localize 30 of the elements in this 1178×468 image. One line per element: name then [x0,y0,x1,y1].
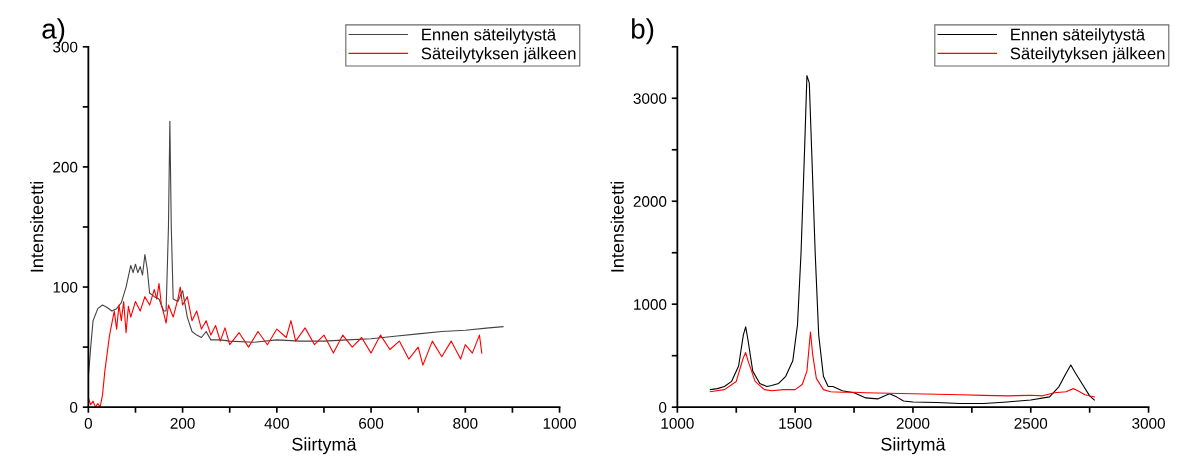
x-tick-label: 400 [264,417,289,429]
x-axis-title: Siirtymä [881,437,946,455]
x-tick-label: 800 [453,417,478,429]
y-tick-label: 0 [659,402,667,413]
x-tick-label: 1000 [543,417,576,429]
legend-label: Säteilytyksen jälkeen [1010,47,1165,63]
x-tick-label: 0 [84,417,92,429]
x-tick-label: 2500 [1014,417,1048,429]
line-series [709,331,1095,398]
x-tick-label: 3000 [1132,417,1165,429]
y-tick-label: 100 [53,281,78,293]
x-tick-label: 2000 [896,417,930,429]
line-series [88,282,483,408]
y-tick-label: 200 [53,161,78,173]
legend-label: Ennen säteilytystä [1011,28,1146,44]
legend-label: Säteilytyksen jälkeen [421,47,576,63]
x-tick-label: 600 [359,417,384,429]
y-tick-label: 0 [70,402,78,413]
chart-title: b) [632,18,654,45]
y-tick-label: 1000 [634,299,667,310]
y-axis-title: Intensiteetti [30,182,44,272]
y-tick-label: 2000 [633,196,667,207]
line-series [709,75,1095,405]
x-tick-label: 1000 [661,417,694,429]
y-tick-label: 3000 [633,93,667,104]
legend-label: Ennen säteilytystä [422,28,557,44]
x-axis-title: Siirtymä [292,437,357,455]
x-tick-label: 1500 [779,417,812,429]
x-tick-label: 200 [170,417,195,429]
y-axis-title: Intensiteetti [610,182,624,272]
